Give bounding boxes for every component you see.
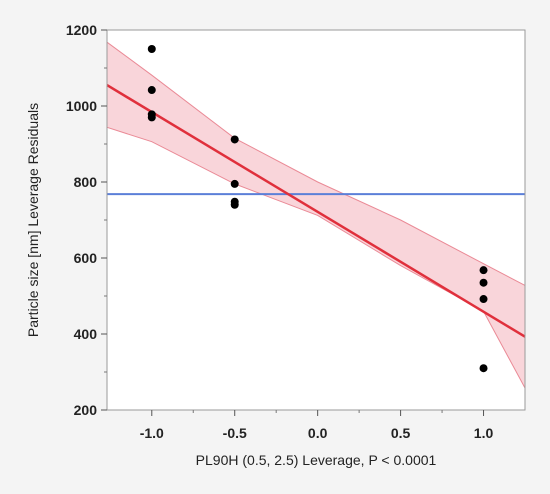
y-tick-label: 1200 xyxy=(66,22,97,38)
axes-group: 200 400 600 800 1000 1200 -1.0 -0.5 0.0 0.5 1.0 xyxy=(66,22,494,441)
y-axis-title: Particle size [nm] Leverage Residuals xyxy=(25,103,41,337)
points-group xyxy=(147,45,488,373)
data-point xyxy=(147,86,156,95)
confidence-band-upper-edge xyxy=(106,41,526,286)
confidence-band xyxy=(107,42,525,388)
data-point xyxy=(479,364,488,373)
y-tick-label: 200 xyxy=(74,402,98,418)
x-tick-label: 1.0 xyxy=(474,425,494,441)
data-point xyxy=(147,45,156,53)
data-point xyxy=(230,200,239,209)
data-point xyxy=(147,113,156,122)
data-point xyxy=(479,278,488,287)
fit-line xyxy=(106,84,526,338)
plot-area-background xyxy=(107,30,525,410)
x-tick-label: 0.5 xyxy=(391,425,411,441)
lines-group xyxy=(106,84,526,338)
y-tick-label: 1000 xyxy=(66,98,97,114)
data-point xyxy=(230,135,239,144)
data-point xyxy=(230,179,239,188)
x-axis-title: PL90H (0.5, 2.5) Leverage, P < 0.0001 xyxy=(196,452,437,468)
x-tick-label: 0.0 xyxy=(308,425,328,441)
x-tick-label: -0.5 xyxy=(223,425,247,441)
data-point xyxy=(479,295,488,304)
y-tick-label: 800 xyxy=(74,174,98,190)
y-tick-label: 600 xyxy=(74,250,98,266)
y-tick-label: 400 xyxy=(74,326,98,342)
data-point xyxy=(479,266,488,275)
x-tick-label: -1.0 xyxy=(140,425,164,441)
